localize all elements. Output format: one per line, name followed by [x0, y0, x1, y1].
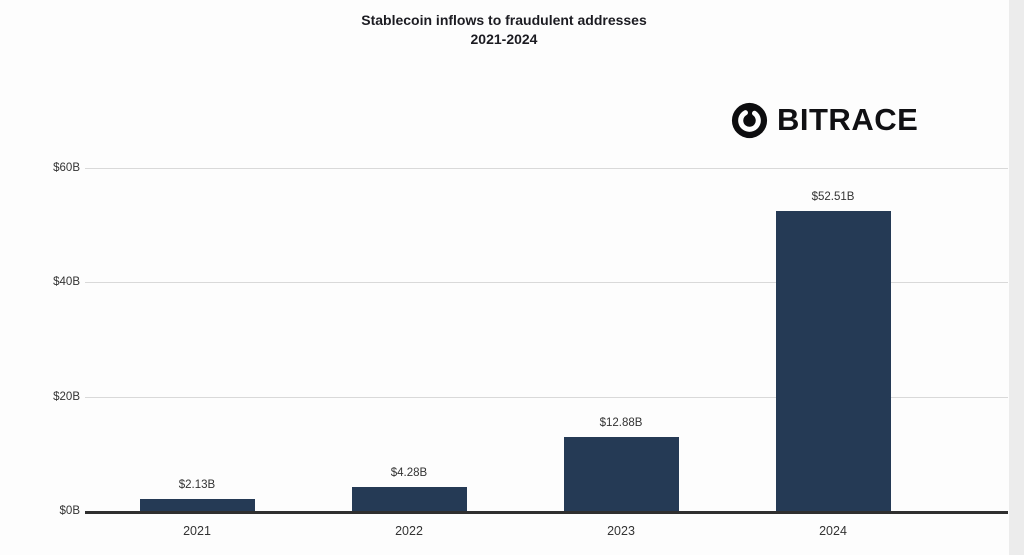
chart-title-line1: Stablecoin inflows to fraudulent address…	[361, 12, 647, 28]
bitrace-logo-icon	[731, 102, 768, 139]
bitrace-logo-text: BITRACE	[777, 102, 919, 137]
x-tick-label: 2022	[395, 524, 423, 538]
y-tick-label: $60B	[53, 162, 80, 174]
y-tick-label: $20B	[53, 391, 80, 403]
bar-2023	[564, 437, 679, 511]
y-tick-label: $0B	[59, 505, 80, 517]
y-tick-label: $40B	[53, 276, 80, 288]
x-tick-label: 2021	[183, 524, 211, 538]
page-right-edge	[1009, 0, 1024, 555]
bar-2021	[140, 499, 255, 511]
gridline-$20B	[85, 397, 1008, 398]
chart-title-line2: 2021-2024	[470, 31, 538, 47]
x-axis-line	[85, 511, 1008, 514]
bar-2024	[776, 211, 891, 511]
bar-value-label: $2.13B	[178, 479, 216, 491]
chart-title: Stablecoin inflows to fraudulent address…	[0, 11, 1008, 49]
bitrace-logo: BITRACE	[731, 100, 918, 140]
bar-value-label: $4.28B	[390, 467, 428, 479]
gridline-$40B	[85, 282, 1008, 283]
bar-2022	[352, 487, 467, 511]
bar-value-label: $12.88B	[599, 417, 643, 429]
x-tick-label: 2023	[607, 524, 635, 538]
x-tick-label: 2024	[819, 524, 847, 538]
bar-value-label: $52.51B	[811, 191, 855, 203]
gridline-$60B	[85, 168, 1008, 169]
